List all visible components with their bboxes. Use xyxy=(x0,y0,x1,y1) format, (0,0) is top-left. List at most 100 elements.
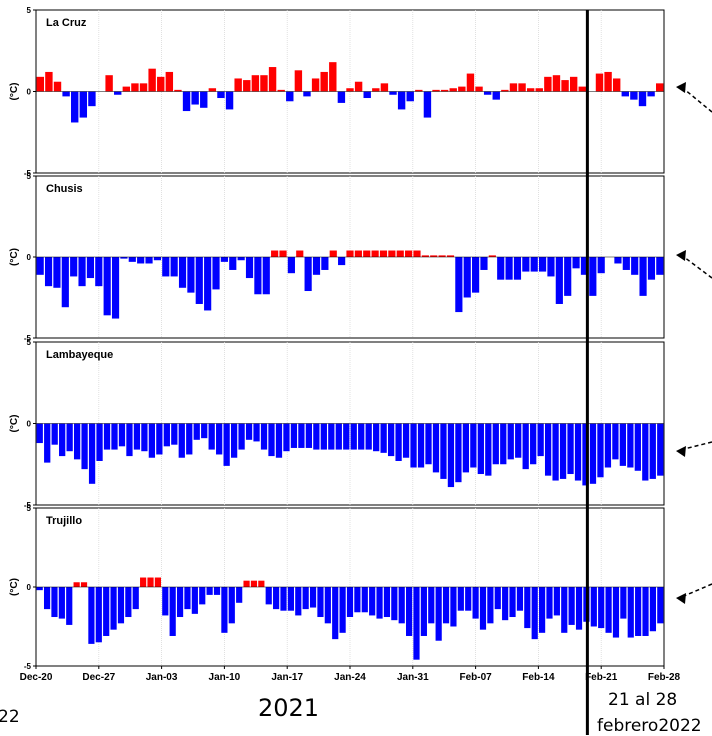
bar xyxy=(472,587,479,619)
bar xyxy=(605,587,612,633)
x-tick-label: Feb-21 xyxy=(585,672,618,683)
week-label-line1: 21 al 28 xyxy=(608,690,678,710)
bar xyxy=(537,423,544,457)
pointer-arrow xyxy=(683,441,712,450)
bar xyxy=(501,89,509,92)
y-tick-label: 5 xyxy=(27,504,32,513)
x-tick-label: Feb-14 xyxy=(522,672,555,683)
bar xyxy=(397,91,406,110)
bar xyxy=(122,86,131,92)
bar xyxy=(494,587,501,610)
bar xyxy=(305,423,313,448)
bar xyxy=(243,580,250,587)
bar xyxy=(346,250,354,257)
bar xyxy=(380,423,387,453)
bar xyxy=(176,587,184,618)
arrow-head xyxy=(676,446,686,457)
x-tick-label: Jan-03 xyxy=(146,672,178,683)
bar xyxy=(518,83,526,92)
bar xyxy=(604,71,612,92)
bar xyxy=(450,587,457,627)
bar xyxy=(182,91,191,112)
bar xyxy=(479,587,487,630)
bar xyxy=(457,587,464,611)
bar xyxy=(120,257,128,259)
bar xyxy=(51,587,58,618)
bar xyxy=(271,250,279,257)
bar xyxy=(376,587,383,619)
bar xyxy=(260,75,268,92)
bar xyxy=(642,423,649,481)
bar xyxy=(268,423,275,457)
bar xyxy=(487,587,494,624)
bar xyxy=(111,423,118,450)
bar xyxy=(260,423,268,450)
bar xyxy=(312,257,321,275)
bar xyxy=(405,250,413,257)
bar xyxy=(103,423,111,450)
bar xyxy=(580,257,589,275)
bar xyxy=(488,255,496,257)
bar xyxy=(555,257,563,304)
bar xyxy=(415,89,423,92)
bar xyxy=(365,423,372,450)
panel-title: La Cruz xyxy=(46,17,87,29)
bar xyxy=(620,587,627,619)
bar xyxy=(373,423,380,452)
bar xyxy=(81,423,88,470)
bar xyxy=(568,587,575,625)
x-tick-label: Jan-31 xyxy=(397,672,429,683)
bar xyxy=(250,580,258,587)
bar xyxy=(103,587,110,636)
panel-lambayeque: Lambayeque 5 0 -5 (°C) xyxy=(9,338,665,510)
bar xyxy=(280,587,287,611)
y-tick-label: 0 xyxy=(27,583,32,592)
panel-title: Trujillo xyxy=(46,515,82,527)
bar xyxy=(621,91,629,97)
pointer-arrow xyxy=(683,88,712,113)
bar xyxy=(258,580,265,587)
bar xyxy=(363,91,371,99)
bar xyxy=(530,257,538,272)
bar xyxy=(335,423,342,450)
bar xyxy=(95,257,103,287)
bar xyxy=(465,587,472,611)
bar xyxy=(371,250,379,257)
y-tick-label: 0 xyxy=(27,420,32,429)
bar xyxy=(195,257,203,304)
bar xyxy=(622,257,630,270)
y-tick-label: -5 xyxy=(24,169,32,178)
bar xyxy=(73,423,81,460)
bar xyxy=(157,76,165,92)
bar xyxy=(329,62,337,92)
bar xyxy=(449,88,457,92)
bar xyxy=(273,587,280,610)
bar xyxy=(253,423,260,442)
y-tick-label: -5 xyxy=(24,662,32,671)
bar xyxy=(265,587,272,605)
bar xyxy=(455,257,463,313)
bar xyxy=(480,257,488,270)
bar xyxy=(216,423,223,455)
bar xyxy=(354,81,363,92)
bar xyxy=(657,423,664,476)
bar xyxy=(171,423,178,445)
bar xyxy=(105,75,113,92)
bar xyxy=(492,423,499,465)
bar xyxy=(36,423,43,444)
bar xyxy=(423,91,432,118)
bar xyxy=(513,257,522,280)
bar xyxy=(290,423,298,448)
bar xyxy=(217,91,225,99)
bar xyxy=(133,423,141,450)
bar xyxy=(509,587,516,618)
bar xyxy=(343,423,350,450)
bar xyxy=(612,78,621,92)
bar xyxy=(398,587,405,624)
bar xyxy=(619,423,627,466)
bar xyxy=(178,423,185,458)
arrow-head xyxy=(676,593,686,604)
bar xyxy=(230,423,238,458)
bar xyxy=(372,88,380,92)
